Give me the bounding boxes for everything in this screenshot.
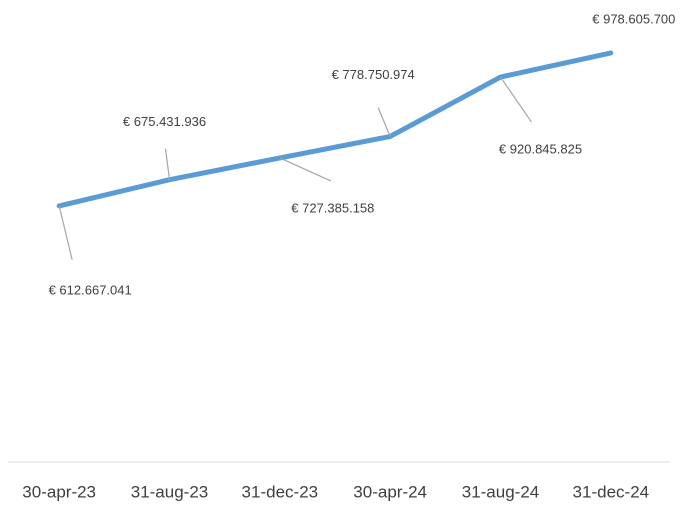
data-label: € 920.845.825 (499, 142, 582, 157)
leader-line (377, 107, 391, 137)
data-label: € 778.750.974 (332, 67, 415, 82)
x-tick-label: 31-dec-24 (573, 482, 650, 501)
x-tick-label: 31-aug-23 (131, 482, 209, 501)
x-tick-label: 30-apr-24 (353, 482, 427, 501)
data-label: € 727.385.158 (291, 200, 374, 215)
leader-line (164, 148, 171, 180)
data-label: € 675.431.936 (123, 114, 206, 129)
data-label: € 612.667.041 (49, 282, 132, 297)
x-tick-label: 31-dec-23 (242, 482, 319, 501)
leader-line (58, 205, 73, 261)
leader-line (500, 76, 532, 123)
leader-line (279, 157, 332, 182)
x-tick-label: 31-aug-24 (462, 482, 540, 501)
data-label: € 978.605.700 (592, 11, 675, 26)
line (56, 50, 614, 209)
x-tick-label: 30-apr-23 (22, 482, 96, 501)
